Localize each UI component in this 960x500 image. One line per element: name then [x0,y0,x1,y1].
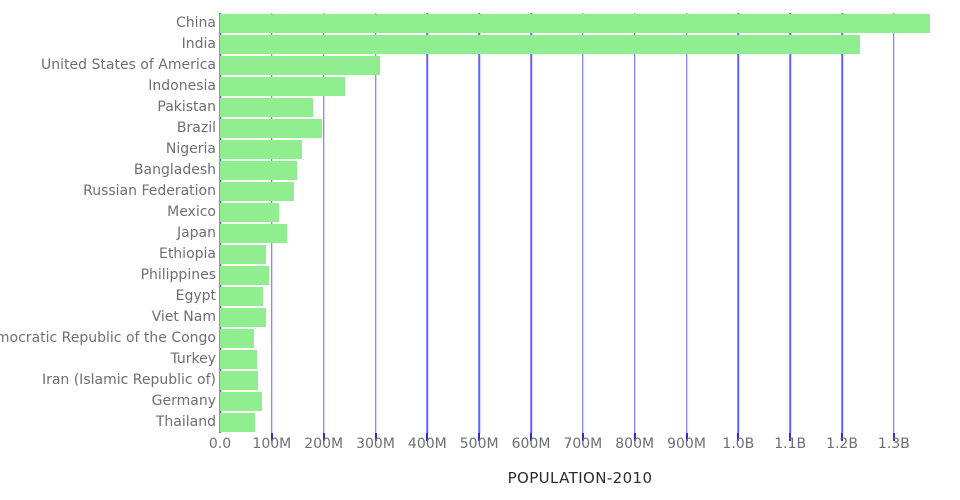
bar-egypt[interactable] [220,287,264,306]
axis-tick-label: 1.2B [826,436,858,452]
axis-tick [633,433,636,441]
axis-tick-label: 200M [304,436,344,452]
bar-iran-islamic-republic-of[interactable] [220,371,259,390]
gridline [841,13,843,433]
category-label: China [176,15,216,31]
gridline [737,13,740,433]
bar-bangladesh[interactable] [220,161,297,180]
category-label: Egypt [175,288,216,304]
category-label: Turkey [170,351,216,367]
category-label: Philippines [140,267,216,283]
axis-tick-label: 500M [459,436,499,452]
category-label: Thailand [155,414,216,430]
category-label: Japan [176,225,216,241]
axis-tick-label: 900M [667,436,706,452]
category-label: United States of America [41,57,216,73]
axis-tick [737,433,740,441]
category-axis: China India United States of America Indone… [0,13,216,433]
plot-area [219,13,940,433]
bar-turkey[interactable] [220,350,258,369]
bar-brazil[interactable] [220,119,322,138]
category-label: Viet Nam [151,309,216,325]
category-label: Germany [151,393,216,409]
axis-tick-label: 100M [252,436,292,452]
category-label: Iran (Islamic Republic of) [41,372,216,388]
bar-united-states-of-america[interactable] [220,56,381,75]
bar-russian-federation[interactable] [220,182,295,201]
bar-viet-nam[interactable] [220,308,266,327]
gridline [789,13,791,433]
bar-ethiopia[interactable] [220,245,266,264]
axis-tick [322,433,325,441]
axis-tick [581,433,584,441]
axis-tick [530,433,532,441]
gridline [219,13,221,433]
gridline [685,13,688,433]
x-axis-ticks [220,433,940,442]
axis-tick [270,433,273,441]
x-axis-tick-labels: 0.0 100M 200M 300M 400M 500M 600M 700M 800M 900M 1… [209,436,940,454]
bar-indonesia[interactable] [220,77,346,96]
gridline [271,13,273,433]
axis-tick-label: 1.0B [722,436,755,452]
category-label: Nigeria [165,141,216,157]
category-label: Bangladesh [133,162,216,178]
axis-tick-label: 1.1B [774,436,807,452]
axis-tick-label: 600M [511,436,551,452]
axis-tick [892,433,895,441]
axis-tick-label: 700M [563,436,603,452]
category-label: Brazil [176,120,216,136]
bar-democratic-republic-of-the-congo[interactable] [220,329,254,348]
axis-tick [685,433,688,441]
gridline [322,13,325,433]
bar-india[interactable] [220,35,860,54]
axis-tick [426,433,429,441]
axis-tick-label: 800M [615,436,655,452]
bar-japan[interactable] [220,224,287,243]
axis-tick [374,433,377,441]
x-axis-title: POPULATION-2010 [507,469,653,487]
gridline [893,13,895,433]
axis-tick-label: 300M [356,436,395,452]
category-label: Pakistan [157,99,216,115]
gridline [633,13,636,433]
axis-tick-label: 0.0 [208,436,232,452]
axis-tick [789,433,792,441]
gridline [426,13,429,433]
axis-tick-label: 400M [407,436,447,452]
bar-thailand[interactable] [220,413,255,432]
bar-china[interactable] [220,14,930,33]
axis-tick-label: 1.3B [877,436,910,452]
gridline [478,13,480,433]
bar-mexico[interactable] [220,203,280,222]
axis-tick [478,433,481,441]
category-label: Democratic Republic of the Congo [0,330,216,346]
gridline [374,13,377,433]
bar-pakistan[interactable] [220,98,313,117]
category-label: Russian Federation [83,183,216,199]
gridline [530,13,532,433]
bar-philippines[interactable] [220,266,269,285]
bar-germany[interactable] [220,392,262,411]
category-label: India [181,36,216,52]
axis-tick [841,433,844,441]
category-label: Ethiopia [158,246,216,262]
gridline [582,13,584,433]
bar-nigeria[interactable] [220,140,302,159]
category-label: Indonesia [148,78,216,94]
category-label: Mexico [167,204,216,220]
